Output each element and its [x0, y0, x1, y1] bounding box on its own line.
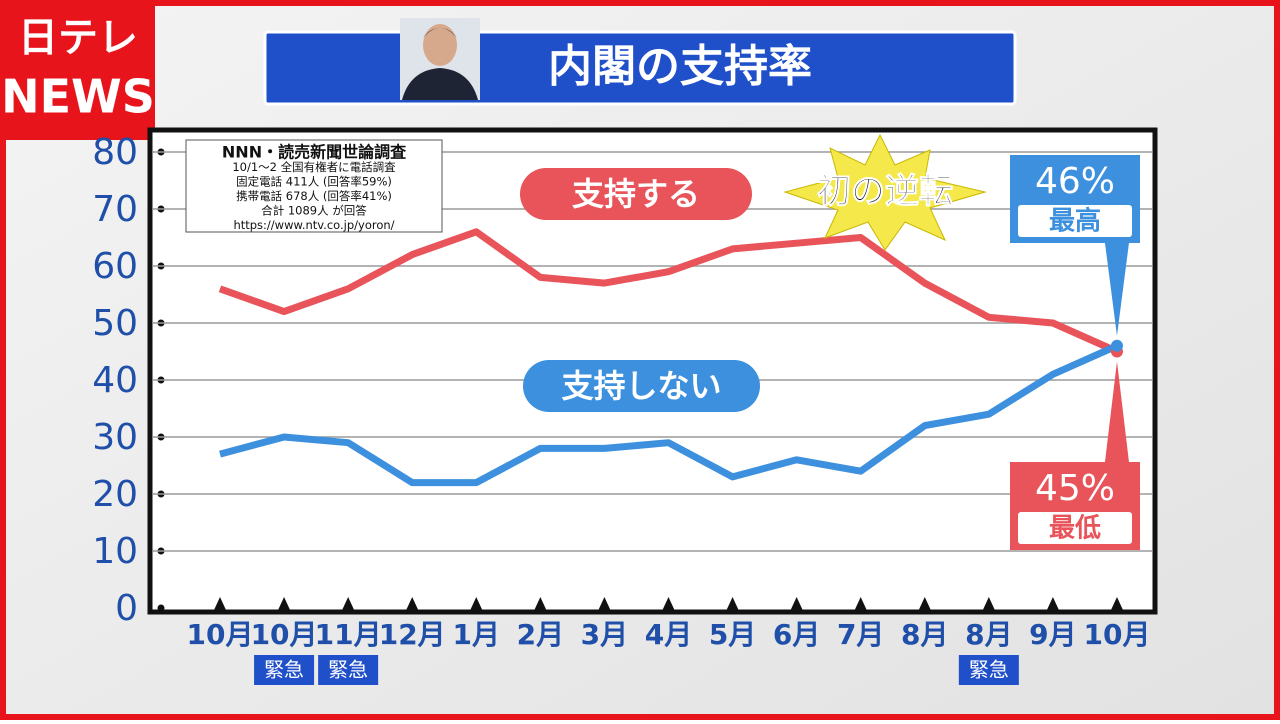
x-tick — [662, 597, 675, 610]
callout-note-bg — [1018, 205, 1132, 237]
x-tick — [214, 597, 226, 610]
callout-note: 最低 — [1049, 514, 1101, 544]
x-tick — [598, 597, 611, 610]
x-tick — [1110, 597, 1123, 610]
x-tick-label: 12月 — [379, 618, 446, 651]
note-badge — [254, 655, 315, 685]
x-tick-label: 10月 — [1083, 618, 1150, 651]
y-tick-label: 60 — [92, 246, 138, 287]
x-tick-label: 4月 — [645, 618, 692, 651]
category-note: 緊急 — [264, 658, 304, 682]
x-tick — [406, 597, 419, 610]
source-line: 合計 1089人 が回答 — [261, 204, 367, 218]
x-tick-label: 6月 — [773, 618, 820, 651]
x-tick-label: 1月 — [453, 618, 500, 651]
x-tick-label: 11月 — [315, 618, 382, 651]
plot — [153, 148, 1152, 612]
x-tick — [278, 597, 291, 610]
callout-value: 46% — [1035, 161, 1115, 202]
y-tick-dot — [157, 604, 165, 612]
y-tick-label: 30 — [92, 417, 138, 458]
legend-pill — [523, 360, 760, 412]
callout-pointer — [1104, 361, 1129, 462]
y-tick-label: 80 — [92, 132, 138, 173]
category-note: 緊急 — [969, 658, 1009, 682]
x-tick — [982, 597, 995, 610]
x-tick — [726, 597, 739, 610]
callout-value: 45% — [1035, 468, 1115, 509]
x-tick — [470, 597, 483, 610]
series-line — [218, 228, 1119, 355]
y-tick-label: 70 — [92, 189, 138, 230]
callout-pointer — [1104, 243, 1129, 336]
x-tick-label: 10月 — [251, 618, 318, 651]
legend-label: 支持する — [572, 175, 700, 213]
logo-bottom: NEWS — [1, 70, 155, 124]
source-line: 10/1〜2 全国有権者に電話調査 — [232, 160, 396, 174]
portrait — [400, 18, 480, 100]
series-line — [219, 342, 1119, 487]
annotation: 初の逆転 — [817, 172, 953, 212]
x-tick-label: 8月 — [901, 618, 948, 651]
starburst — [783, 133, 987, 251]
y-tick-label: 10 — [92, 531, 138, 572]
x-tick-label: 7月 — [837, 618, 884, 651]
x-tick-label: 2月 — [517, 618, 564, 651]
source-line: 携帯電話 678人 (回答率41%) — [236, 189, 392, 203]
logo-box — [0, 0, 155, 140]
callout-note: 最高 — [1049, 206, 1101, 237]
source-line: 固定電話 411人 (回答率59%) — [236, 175, 392, 189]
note-badge — [318, 655, 379, 685]
callout-note-bg — [1018, 512, 1132, 544]
source-line: NNN・読売新聞世論調査 — [222, 143, 406, 162]
y-tick-label: 20 — [92, 474, 138, 515]
x-tick — [854, 597, 867, 610]
y-tick-label: 0 — [115, 588, 138, 629]
x-tick-label: 10月 — [187, 618, 254, 651]
x-tick — [918, 597, 931, 610]
logo-top: 日テレ — [18, 15, 138, 61]
point — [1110, 339, 1123, 352]
x-tick-label: 3月 — [581, 618, 628, 651]
x-tick — [790, 597, 803, 610]
x-tick — [342, 597, 355, 610]
note-badge — [958, 655, 1019, 685]
legend-pill — [520, 168, 752, 220]
x-tick-label: 5月 — [709, 618, 756, 651]
x-tick — [1046, 597, 1059, 610]
x-tick — [534, 597, 547, 610]
source-box — [185, 139, 443, 233]
y-tick-label: 40 — [92, 360, 138, 401]
category-note: 緊急 — [328, 658, 368, 682]
source-line: https://www.ntv.co.jp/yoron/ — [233, 218, 394, 232]
chart-title: 内閣の支持率 — [548, 41, 812, 92]
x-tick-label: 8月 — [965, 618, 1012, 651]
legend-label: 支持しない — [561, 367, 721, 405]
x-tick-label: 9月 — [1029, 618, 1076, 651]
y-tick-label: 50 — [92, 303, 138, 344]
